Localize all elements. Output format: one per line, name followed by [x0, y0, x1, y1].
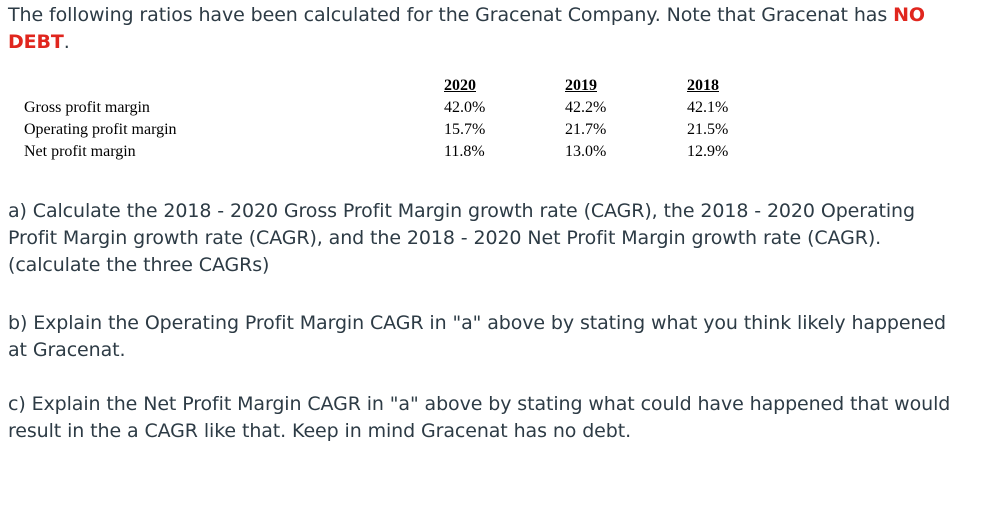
ratios-table: 2020 2019 2018 Gross profit margin 42.0%…	[24, 75, 787, 163]
no-debt-emphasis: NO DEBT	[8, 4, 925, 53]
cell-gross-2018: 42.1%	[687, 99, 729, 116]
question-a: a) Calculate the 2018 - 2020 Gross Profi…	[8, 200, 915, 276]
row-label-net: Net profit margin	[24, 143, 136, 160]
table-row: Operating profit margin 15.7% 21.7% 21.5…	[24, 119, 787, 141]
row-label-gross: Gross profit margin	[24, 99, 150, 116]
cell-operating-2019: 21.7%	[565, 121, 607, 138]
header-2019: 2019	[565, 77, 597, 94]
cell-operating-2020: 15.7%	[444, 121, 486, 138]
table-row: Net profit margin 11.8% 13.0% 12.9%	[24, 141, 787, 163]
cell-gross-2020: 42.0%	[444, 99, 486, 116]
table-row: Gross profit margin 42.0% 42.2% 42.1%	[24, 97, 787, 119]
header-2018: 2018	[687, 77, 719, 94]
header-2020: 2020	[444, 77, 476, 94]
cell-net-2018: 12.9%	[687, 143, 729, 160]
cell-net-2019: 13.0%	[565, 143, 607, 160]
row-label-operating: Operating profit margin	[24, 121, 177, 138]
cell-gross-2019: 42.2%	[565, 99, 607, 116]
intro-paragraph: The following ratios have been calculate…	[8, 2, 968, 56]
header-blank	[24, 75, 444, 97]
cell-net-2020: 11.8%	[444, 143, 485, 160]
table-header-row: 2020 2019 2018	[24, 75, 787, 97]
question-b: b) Explain the Operating Profit Margin C…	[8, 312, 946, 361]
cell-operating-2018: 21.5%	[687, 121, 729, 138]
intro-text: The following ratios have been calculate…	[8, 4, 894, 26]
intro-period: .	[63, 31, 70, 53]
question-c: c) Explain the Net Profit Margin CAGR in…	[8, 393, 951, 442]
